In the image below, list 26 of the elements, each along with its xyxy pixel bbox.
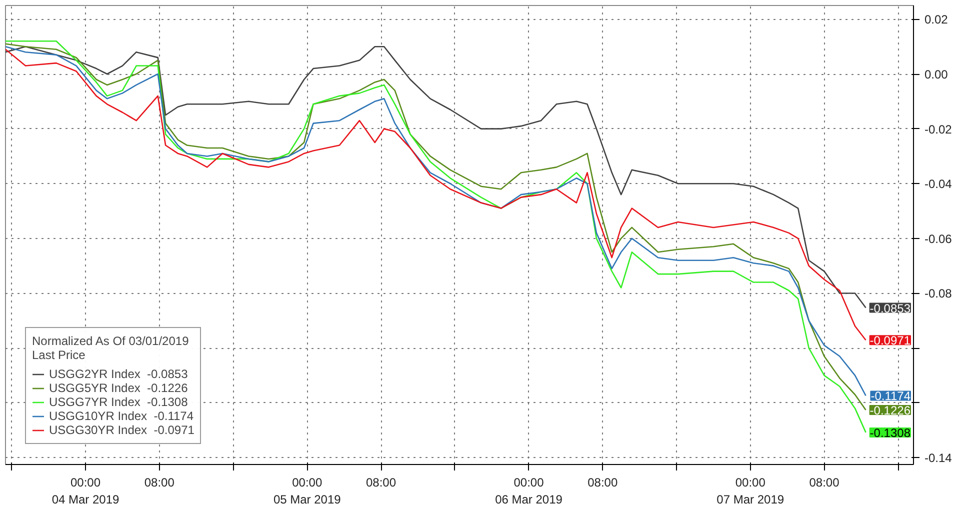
x-tick-label: 08:00	[809, 476, 840, 490]
legend-label: USGG5YR Index -0.1226	[49, 381, 188, 395]
y-tick-label: -0.06	[924, 232, 952, 246]
x-tick-label: 00:00 06 Mar 2019	[495, 476, 563, 506]
y-tick-label: -0.04	[924, 177, 952, 192]
legend-label: USGG7YR Index -0.1308	[49, 395, 188, 409]
y-tick-label: 0.02	[924, 12, 948, 27]
data-label: -0.1226	[870, 403, 911, 418]
x-tick-label: 00:00 05 Mar 2019	[273, 476, 342, 506]
y-tick-label: -0.08	[924, 286, 952, 301]
legend-label: USGG30YR Index -0.0971	[49, 423, 194, 437]
data-label: -0.1308	[870, 426, 911, 440]
data-label: -0.0971	[870, 334, 911, 348]
y-tick-label: -0.02	[924, 122, 952, 136]
x-tick-label: 08:00	[144, 476, 175, 490]
y-tick-label: 0.00	[924, 68, 948, 82]
data-label: -0.0853	[870, 301, 911, 316]
x-tick-label: 00:00 04 Mar 2019	[52, 476, 120, 506]
x-tick-label: 08:00	[366, 476, 396, 490]
legend-label: USGG2YR Index -0.0853	[49, 367, 188, 381]
x-tick-label: 00:00 07 Mar 2019	[716, 476, 784, 506]
data-label: -0.1174	[870, 389, 911, 404]
legend-label: USGG10YR Index -0.1174	[49, 409, 194, 423]
y-tick-label: -0.14	[924, 451, 952, 466]
legend-title: Normalized As Of 03/01/2019 Last Price	[32, 334, 190, 362]
x-tick-label: 08:00	[588, 476, 618, 490]
